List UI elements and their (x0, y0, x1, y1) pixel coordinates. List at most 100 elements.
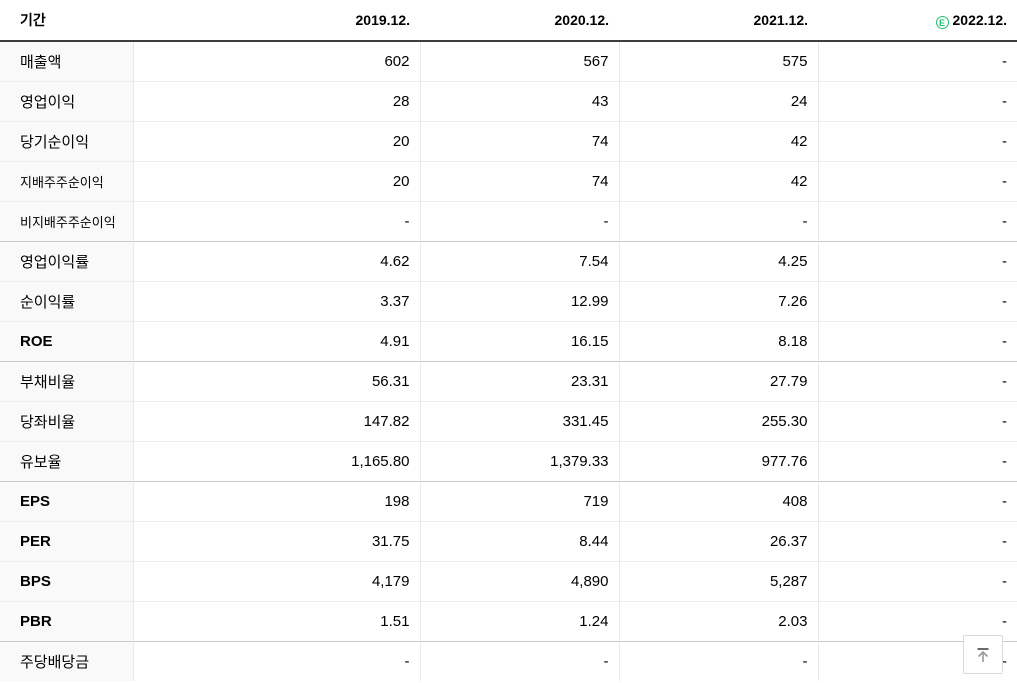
cell-2021: - (618, 200, 818, 241)
cell-2020: 7.54 (419, 240, 619, 281)
row-label: 순이익률 (0, 280, 133, 321)
period-header: 기간 (0, 0, 133, 42)
cell-2019: 31.75 (132, 520, 420, 561)
cell-2021: 408 (618, 480, 818, 521)
table-row: BPS 4,179 4,890 5,287 - (0, 560, 1017, 601)
cell-2021: 27.79 (618, 360, 818, 401)
cell-2020: 1.24 (419, 600, 619, 641)
cell-2020: 12.99 (419, 280, 619, 321)
cell-2022: - (817, 400, 1017, 441)
cell-2020: 719 (419, 480, 619, 521)
cell-2022: - (817, 440, 1017, 481)
column-header-2021: 2021.12. (619, 0, 818, 42)
cell-2020: 16.15 (419, 320, 619, 361)
cell-2020: 1,379.33 (419, 440, 619, 481)
table-row: 영업이익률 4.62 7.54 4.25 - (0, 240, 1017, 281)
cell-2020: 8.44 (419, 520, 619, 561)
cell-2019: 602 (132, 41, 420, 81)
cell-2019: 20 (132, 120, 420, 161)
cell-2022: - (817, 41, 1017, 81)
cell-2019: - (132, 640, 420, 681)
cell-2020: 567 (419, 41, 619, 81)
cell-2021: 42 (618, 120, 818, 161)
column-header-2019: 2019.12. (133, 0, 420, 42)
cell-2022: - (817, 200, 1017, 241)
row-label: PBR (0, 600, 133, 641)
cell-2019: 4.62 (132, 240, 420, 281)
column-header-2020: 2020.12. (420, 0, 619, 42)
cell-2022: - (817, 160, 1017, 201)
table-row: 비지배주주순이익 - - - - (0, 200, 1017, 241)
cell-2020: 74 (419, 120, 619, 161)
column-header-2022: E 2022.12. (818, 0, 1017, 42)
cell-2019: 28 (132, 80, 420, 121)
table-row: 당좌비율 147.82 331.45 255.30 - (0, 400, 1017, 441)
cell-2020: 43 (419, 80, 619, 121)
cell-2019: 1.51 (132, 600, 420, 641)
row-label: 영업이익률 (0, 240, 133, 281)
cell-2022: - (817, 120, 1017, 161)
table-row: 영업이익 28 43 24 - (0, 80, 1017, 121)
cell-2020: 331.45 (419, 400, 619, 441)
cell-2019: 56.31 (132, 360, 420, 401)
scroll-to-top-button[interactable] (963, 635, 1003, 674)
cell-2022: - (817, 480, 1017, 521)
cell-2021: 4.25 (618, 240, 818, 281)
cell-2022: - (817, 520, 1017, 561)
cell-2022: - (817, 360, 1017, 401)
column-header-2022-label: 2022.12. (952, 11, 1008, 28)
table-row: 매출액 602 567 575 - (0, 41, 1017, 81)
row-label: 비지배주주순이익 (0, 200, 133, 241)
cell-2022: - (817, 320, 1017, 361)
table-row: ROE 4.91 16.15 8.18 - (0, 320, 1017, 361)
row-label: 주당배당금 (0, 640, 133, 681)
cell-2020: - (419, 200, 619, 241)
cell-2022: - (817, 80, 1017, 121)
cell-2021: 7.26 (618, 280, 818, 321)
scroll-top-icon (977, 647, 989, 662)
table-row: PER 31.75 8.44 26.37 - (0, 520, 1017, 561)
table-header: 기간 2019.12. 2020.12. 2021.12. E 2022.12. (0, 0, 1017, 42)
cell-2021: 42 (618, 160, 818, 201)
cell-2021: 24 (618, 80, 818, 121)
cell-2020: - (419, 640, 619, 681)
table-row: EPS 198 719 408 - (0, 480, 1017, 521)
table-row: 유보율 1,165.80 1,379.33 977.76 - (0, 440, 1017, 481)
cell-2020: 23.31 (419, 360, 619, 401)
cell-2021: 8.18 (618, 320, 818, 361)
cell-2019: 198 (132, 480, 420, 521)
cell-2019: 4.91 (132, 320, 420, 361)
row-label: PER (0, 520, 133, 561)
row-label: EPS (0, 480, 133, 521)
row-label: ROE (0, 320, 133, 361)
cell-2020: 74 (419, 160, 619, 201)
cell-2019: 20 (132, 160, 420, 201)
cell-2019: - (132, 200, 420, 241)
cell-2022: - (817, 560, 1017, 601)
table-row: 주당배당금 - - - - (0, 640, 1017, 681)
cell-2021: 5,287 (618, 560, 818, 601)
cell-2022: - (817, 240, 1017, 281)
cell-2019: 3.37 (132, 280, 420, 321)
cell-2021: 575 (618, 41, 818, 81)
row-label: BPS (0, 560, 133, 601)
row-label: 유보율 (0, 440, 133, 481)
cell-2022: - (817, 600, 1017, 641)
cell-2022: - (817, 280, 1017, 321)
table-row: 부채비율 56.31 23.31 27.79 - (0, 360, 1017, 401)
cell-2019: 147.82 (132, 400, 420, 441)
row-label: 매출액 (0, 41, 133, 81)
row-label: 영업이익 (0, 80, 133, 121)
table-row: 순이익률 3.37 12.99 7.26 - (0, 280, 1017, 321)
cell-2021: 2.03 (618, 600, 818, 641)
row-label: 당좌비율 (0, 400, 133, 441)
row-label: 부채비율 (0, 360, 133, 401)
estimate-icon: E (935, 15, 949, 29)
cell-2019: 1,165.80 (132, 440, 420, 481)
cell-2021: 255.30 (618, 400, 818, 441)
table-row: 지배주주순이익 20 74 42 - (0, 160, 1017, 201)
cell-2021: 977.76 (618, 440, 818, 481)
row-label: 당기순이익 (0, 120, 133, 161)
